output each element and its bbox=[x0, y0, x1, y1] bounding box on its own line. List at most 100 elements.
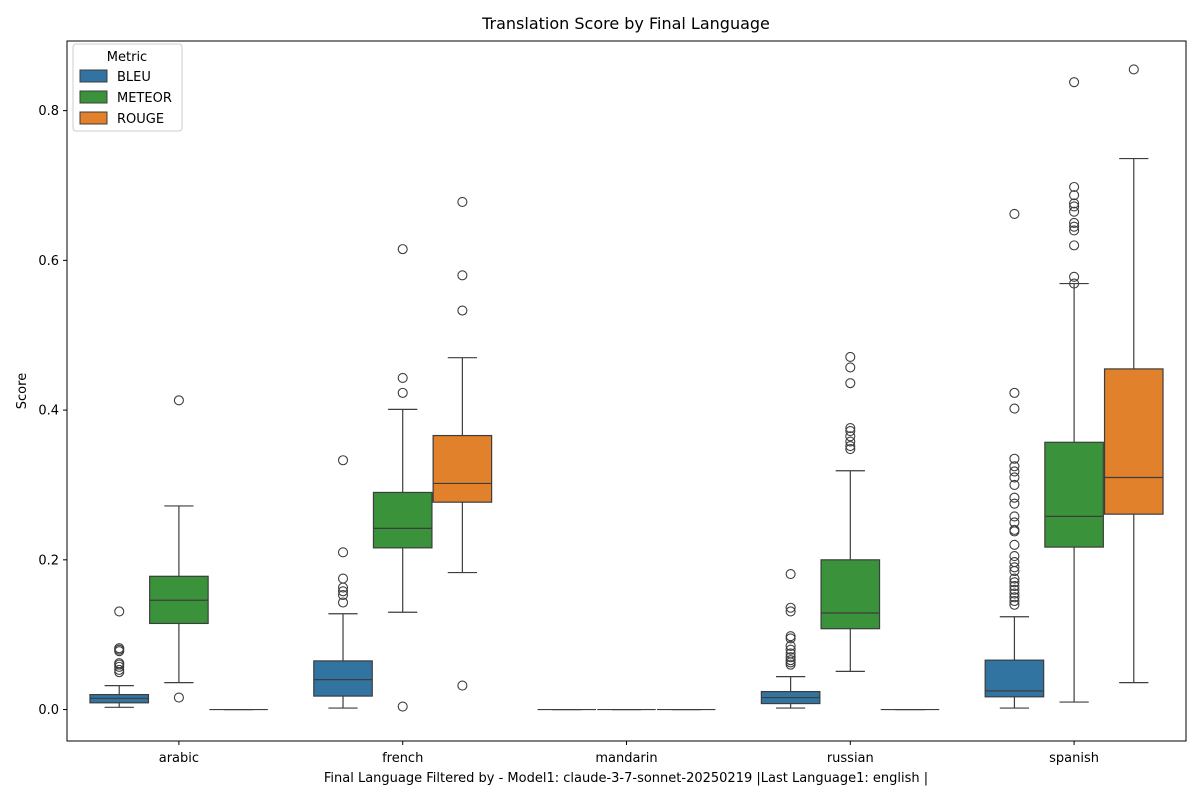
outlier-point bbox=[337, 597, 349, 608]
chart-title: Translation Score by Final Language bbox=[481, 14, 770, 33]
legend-item-bleu: BLEU bbox=[79, 69, 151, 85]
legend-item-rouge: ROUGE bbox=[79, 111, 164, 127]
outlier-point bbox=[785, 606, 796, 617]
box-bleu-russian bbox=[760, 568, 821, 709]
legend-label: ROUGE bbox=[117, 112, 164, 127]
outlier-point bbox=[845, 431, 856, 442]
outlier-point bbox=[845, 423, 856, 434]
box-rouge-french bbox=[432, 196, 493, 691]
outlier-point bbox=[785, 568, 796, 580]
outlier-point bbox=[1069, 181, 1080, 193]
outlier-point bbox=[785, 652, 796, 663]
legend-item-meteor: METEOR bbox=[79, 90, 172, 106]
y-tick-label: 0.2 bbox=[38, 553, 59, 568]
outlier-point bbox=[1009, 492, 1020, 503]
outlier-point bbox=[845, 378, 856, 389]
outlier-point bbox=[1069, 217, 1080, 228]
legend-swatch bbox=[79, 90, 108, 104]
box-meteor-russian bbox=[820, 351, 881, 672]
outlier-point bbox=[1009, 577, 1020, 588]
y-tick-label: 0.0 bbox=[38, 703, 59, 718]
outlier-point bbox=[337, 547, 349, 558]
outlier-point bbox=[1009, 584, 1020, 595]
legend-label: BLEU bbox=[117, 70, 151, 85]
outlier-point bbox=[337, 573, 349, 584]
box-body bbox=[1103, 368, 1164, 515]
outlier-point bbox=[845, 426, 856, 437]
outlier-point bbox=[457, 196, 468, 208]
x-tick-label: mandarin bbox=[595, 751, 657, 766]
x-tick-label: spanish bbox=[1049, 751, 1099, 766]
y-tick-label: 0.8 bbox=[38, 104, 59, 119]
outlier-point bbox=[173, 692, 184, 703]
legend-swatch bbox=[79, 69, 108, 83]
legend-title: Metric bbox=[107, 50, 147, 65]
outlier-point bbox=[337, 589, 349, 601]
box-body bbox=[372, 491, 433, 549]
outlier-point bbox=[1069, 240, 1080, 251]
outlier-point bbox=[1009, 403, 1020, 414]
outlier-point bbox=[845, 436, 856, 447]
legend-label: METEOR bbox=[117, 91, 172, 106]
box-meteor-arabic bbox=[149, 395, 209, 703]
box-bleu-french bbox=[313, 455, 373, 709]
legend-swatch bbox=[79, 111, 108, 125]
plot-area bbox=[89, 64, 1164, 712]
outlier-point bbox=[1009, 511, 1020, 522]
box-bleu-spanish bbox=[984, 208, 1045, 709]
outlier-point bbox=[1009, 599, 1020, 610]
outlier-point bbox=[1009, 557, 1020, 568]
outlier-point bbox=[785, 640, 796, 651]
outlier-point bbox=[1069, 225, 1080, 236]
outlier-point bbox=[1009, 461, 1020, 472]
outlier-point bbox=[1069, 198, 1080, 209]
outlier-point bbox=[1069, 190, 1080, 201]
box-body bbox=[313, 660, 373, 697]
outlier-point bbox=[457, 305, 468, 316]
outlier-point bbox=[1069, 201, 1080, 212]
legend: Metric BLEU METEOR ROUGE bbox=[72, 43, 183, 132]
box-meteor-spanish bbox=[1044, 77, 1104, 703]
y-tick-label: 0.6 bbox=[38, 254, 59, 269]
outlier-point bbox=[845, 351, 856, 362]
outlier-point bbox=[785, 655, 796, 666]
box-body bbox=[820, 559, 881, 630]
outlier-point bbox=[845, 443, 856, 455]
outlier-point bbox=[1009, 580, 1020, 592]
outlier-point bbox=[1009, 208, 1020, 219]
outlier-point bbox=[1069, 278, 1080, 289]
outlier-point bbox=[1069, 77, 1080, 88]
box-bleu-arabic bbox=[89, 606, 150, 708]
outlier-point bbox=[173, 395, 184, 406]
box-body bbox=[432, 434, 493, 503]
outlier-point bbox=[1069, 271, 1080, 282]
outlier-point bbox=[1009, 592, 1020, 603]
outlier-point bbox=[337, 586, 349, 597]
outlier-point bbox=[1009, 453, 1020, 464]
outlier-point bbox=[1009, 387, 1020, 398]
outlier-point bbox=[845, 362, 856, 373]
outlier-point bbox=[1009, 539, 1020, 550]
y-tick-label: 0.4 bbox=[38, 404, 59, 419]
outlier-point bbox=[1009, 551, 1020, 562]
y-axis-label: Score bbox=[15, 373, 30, 409]
outlier-point bbox=[114, 643, 125, 654]
outlier-point bbox=[1009, 562, 1020, 573]
outlier-point bbox=[1009, 479, 1020, 491]
outlier-point bbox=[337, 455, 349, 466]
outlier-point bbox=[1009, 517, 1020, 528]
outlier-point bbox=[114, 664, 125, 675]
x-axis-label: Final Language Filtered by - Model1: cla… bbox=[324, 771, 928, 786]
outlier-point bbox=[785, 657, 796, 668]
outlier-point bbox=[1009, 472, 1020, 483]
x-tick-label: arabic bbox=[159, 751, 199, 766]
outlier-point bbox=[1009, 588, 1020, 599]
outlier-point bbox=[397, 372, 408, 383]
box-body bbox=[1044, 441, 1104, 548]
x-tick-label: russian bbox=[827, 751, 874, 766]
box-meteor-french bbox=[372, 244, 433, 712]
outlier-point bbox=[845, 440, 856, 452]
outlier-point bbox=[1009, 595, 1020, 607]
outlier-point bbox=[785, 631, 796, 642]
